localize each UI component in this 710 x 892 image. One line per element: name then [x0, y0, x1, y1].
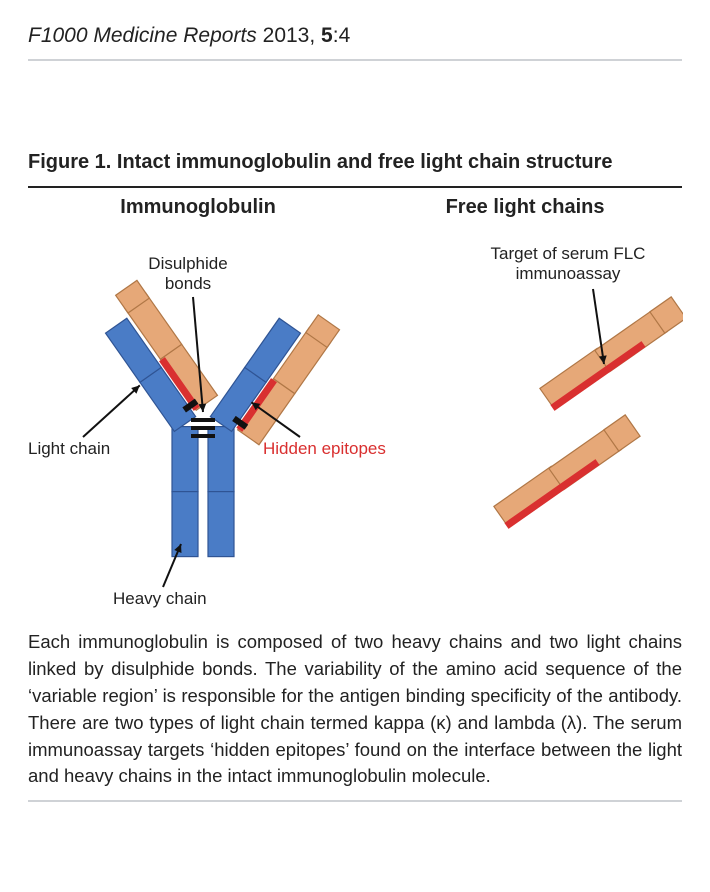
figure-svg: Disulphidebonds Light chain Hidden epitope…	[28, 229, 683, 619]
heading-free-light-chains: Free light chains	[368, 196, 682, 219]
figure-caption: Each immunoglobulin is composed of two h…	[28, 629, 682, 802]
page-root: F1000 Medicine Reports 2013, 5:4 Figure …	[0, 0, 710, 832]
svg-text:Target of serum FLC: Target of serum FLC	[491, 244, 646, 263]
journal-year: 2013,	[263, 24, 316, 47]
panel-headings: Immunoglobulin Free light chains	[28, 196, 682, 219]
heading-immunoglobulin: Immunoglobulin	[28, 196, 368, 219]
svg-text:Light chain: Light chain	[28, 439, 110, 458]
figure-title: Figure 1. Intact immunoglobulin and free…	[28, 151, 682, 188]
journal-volume: 5	[321, 24, 333, 47]
diagram: Disulphidebonds Light chain Hidden epitope…	[28, 229, 683, 619]
journal-header: F1000 Medicine Reports 2013, 5:4	[28, 22, 682, 61]
svg-text:Disulphide: Disulphide	[148, 254, 227, 273]
svg-text:immunoassay: immunoassay	[516, 264, 621, 283]
journal-issue: :4	[333, 24, 351, 47]
svg-text:bonds: bonds	[165, 274, 211, 293]
journal-name: F1000 Medicine Reports	[28, 24, 257, 47]
svg-text:Heavy chain: Heavy chain	[113, 589, 207, 608]
svg-text:Hidden epitopes: Hidden epitopes	[263, 439, 386, 458]
